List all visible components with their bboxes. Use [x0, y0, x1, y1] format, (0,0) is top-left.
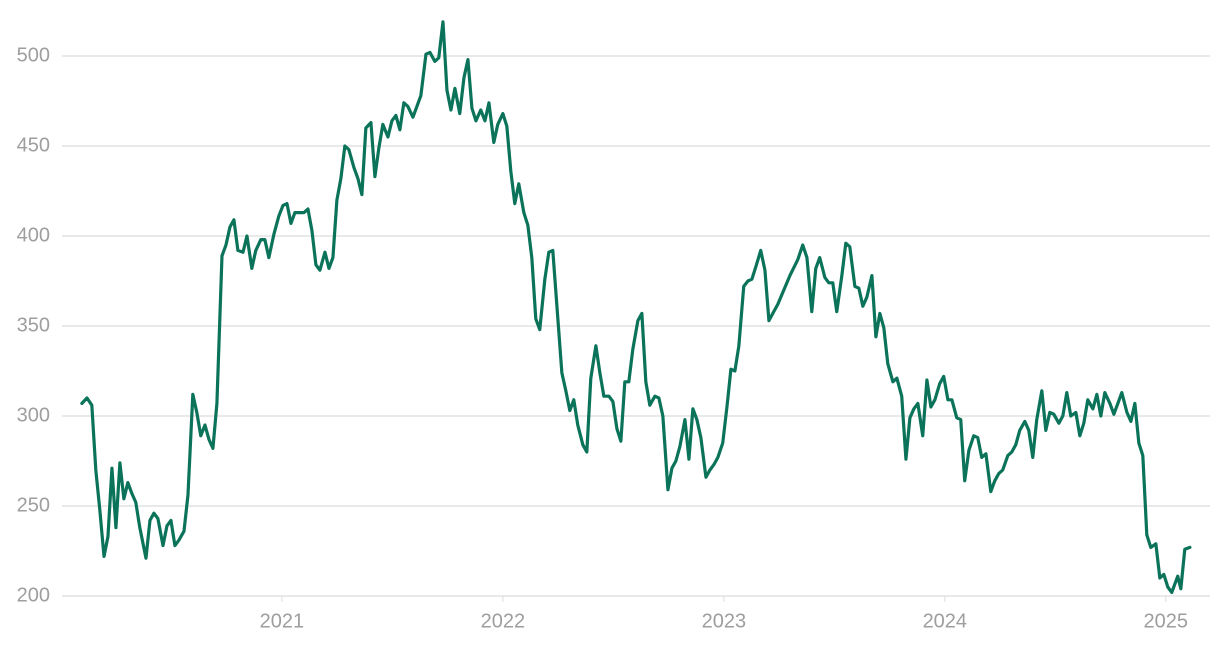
y-tick-label: 350	[17, 314, 50, 336]
x-tick-label: 2022	[481, 610, 526, 632]
x-tick-label: 2023	[702, 610, 747, 632]
y-tick-label: 300	[17, 404, 50, 426]
y-tick-label: 400	[17, 224, 50, 246]
y-tick-label: 200	[17, 584, 50, 606]
y-tick-label: 500	[17, 44, 50, 66]
x-tick-label: 2025	[1144, 610, 1189, 632]
price-line	[80, 20, 1192, 594]
x-tick-label: 2024	[923, 610, 968, 632]
x-tick-label: 2021	[260, 610, 305, 632]
y-tick-label: 450	[17, 134, 50, 156]
y-tick-label: 250	[17, 494, 50, 516]
